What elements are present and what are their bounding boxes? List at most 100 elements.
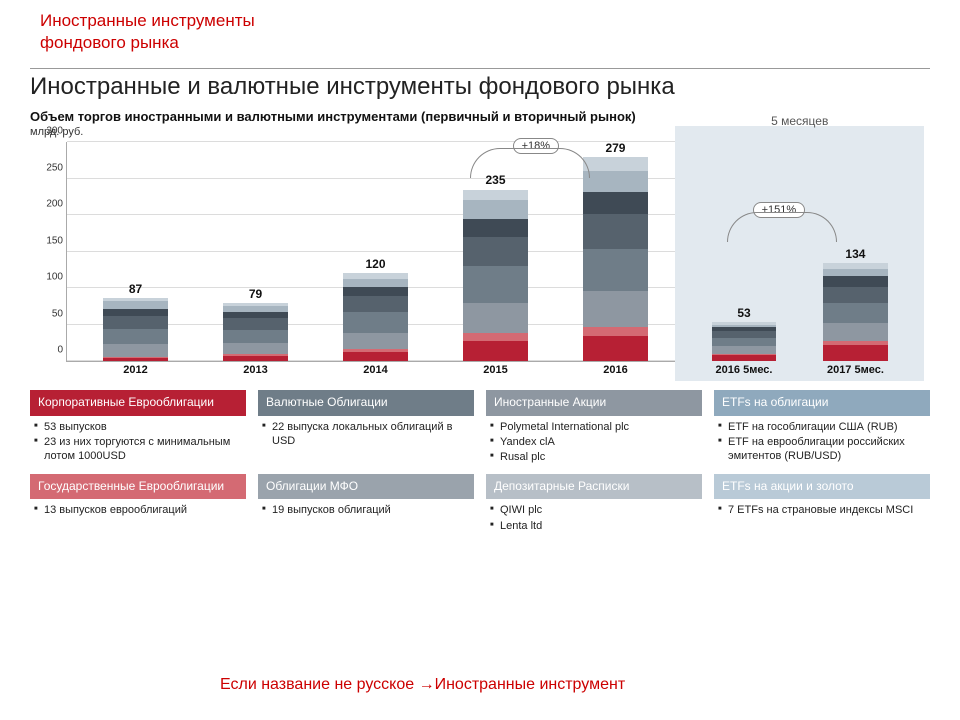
legend-head: ETFs на облигации [714,390,930,416]
bar-segment [463,303,527,334]
legend-items: ETF на гособлигации США (RUB)ETF на евро… [714,420,930,464]
callout-connector [727,212,837,242]
bar-segment [583,192,647,214]
bar-segment [463,190,527,201]
legend-items: QIWI plc Lenta ltd [486,503,702,533]
legend-item: ETF на гособлигации США (RUB) [718,420,930,434]
legend-cell: Корпоративные Еврооблигации53 выпусков23… [30,390,246,466]
bar: 235 [463,189,527,361]
bar-total-label: 279 [583,141,647,157]
x-category-label: 2016 5мес. [684,361,804,376]
bar-segment [823,276,887,286]
bar-segment [103,316,167,329]
bar-segment [103,344,167,357]
ytick-label: 50 [52,308,67,319]
legend-head: Валютные Облигации [258,390,474,416]
legend-head: ETFs на акции и золото [714,474,930,500]
slide-body: Иностранные и валютные инструменты фондо… [30,68,930,534]
legend-item: 53 выпусков [34,420,246,434]
legend-items: 13 выпусков еврооблигаций [30,503,246,517]
footer-note: Если название не русское →Иностранные ин… [220,676,625,694]
legend-items: Polymetal International plcYandex clARus… [486,420,702,465]
legend-cell: Облигации МФО19 выпусков облигаций [258,474,474,534]
legend-item: Lenta ltd [490,519,702,533]
ytick-label: 200 [46,199,67,210]
legend-items: 22 выпуска локальных облигаций в USD [258,420,474,449]
bar-segment [343,333,407,349]
legend-cell: ETFs на облигации ETF на гособлигации США… [714,390,930,466]
legend-cell: Государственные Еврооблигации 13 выпусков… [30,474,246,534]
legend-cell: Иностранные Акции Polymetal International… [486,390,702,466]
bar-segment [823,303,887,323]
legend-head: Государственные Еврооблигации [30,474,246,500]
bar-segment [583,214,647,249]
legend-head: Депозитарные Расписки [486,474,702,500]
bar-segment [463,200,527,218]
legend-item: Rusal plc [490,450,702,464]
legend-head: Иностранные Акции [486,390,702,416]
x-category-label: 2016 [555,361,675,376]
header-note: Иностранные инструменты фондового рынка [40,10,255,54]
bar: 53 [712,322,776,361]
period-label: 5 месяцев [675,114,924,128]
legend-item: 23 из них торгуются с минимальным лотом … [34,435,246,464]
legend-item: Yandex clA [490,435,702,449]
main-title: Иностранные и валютные инструменты фондо… [30,73,930,101]
legend-items: 53 выпусков23 из них торгуются с минимал… [30,420,246,464]
ytick-label: 300 [46,126,67,137]
ytick-label: 100 [46,272,67,283]
bar-segment [223,330,287,343]
legend-item: Polymetal International plc [490,420,702,434]
bar: 279 [583,157,647,361]
x-category-label: 2014 [316,361,436,376]
legend-item: 7 ETFs на страновые индексы MSCI [718,503,930,517]
legend-items: 7 ETFs на страновые индексы MSCI [714,503,930,517]
ytick-label: 0 [57,345,67,356]
bar-total-label: 120 [343,257,407,273]
bar-segment [712,346,776,353]
bar-segment [823,287,887,303]
legend-item: ETF на еврооблигации российских эмитенто… [718,435,930,464]
bar-segment [823,345,887,361]
header-note-l2: фондового рынка [40,32,255,54]
bar-segment [583,171,647,191]
legend-head: Облигации МФО [258,474,474,500]
x-category-label: 2015 [436,361,556,376]
bar-segment [463,341,527,361]
bar-segment [343,312,407,332]
bar-total-label: 134 [823,247,887,263]
bar-segment [463,219,527,237]
bar-segment [463,237,527,266]
bar: 79 [223,303,287,361]
callout-connector [470,148,590,178]
legend-item: QIWI plc [490,503,702,517]
bar-segment [583,157,647,171]
bar-total-label: 53 [712,306,776,322]
bar: 120 [343,273,407,361]
bar-segment [103,301,167,308]
bar-segment [823,269,887,276]
legend-cell: Депозитарные Расписки QIWI plc Lenta ltd [486,474,702,534]
legend-cell: ETFs на акции и золото 7 ETFs на страновы… [714,474,930,534]
bar-segment [103,329,167,344]
legend-cell: Валютные Облигации 22 выпуска локальных о… [258,390,474,466]
bar-segment [463,333,527,340]
plot-area: 0501001502002503005 месяцев8720127920131… [66,142,924,362]
bar-segment [583,291,647,327]
bar-segment [103,309,167,316]
x-category-label: 2017 5мес. [795,361,915,376]
bar-segment [583,336,647,361]
bar-segment [223,343,287,355]
ytick-label: 250 [46,162,67,173]
bar-total-label: 79 [223,287,287,303]
bar: 134 [823,263,887,361]
chart: млрд. руб. 0501001502002503005 месяцев87… [30,126,930,382]
bar: 87 [103,298,167,362]
legend-grid: Корпоративные Еврооблигации53 выпусков23… [30,390,930,534]
bar-segment [343,287,407,296]
bar-segment [463,266,527,302]
bar-segment [223,318,287,330]
legend-item: 22 выпуска локальных облигаций в USD [262,420,474,449]
header-note-l1: Иностранные инструменты [40,10,255,32]
bar-segment [823,323,887,341]
